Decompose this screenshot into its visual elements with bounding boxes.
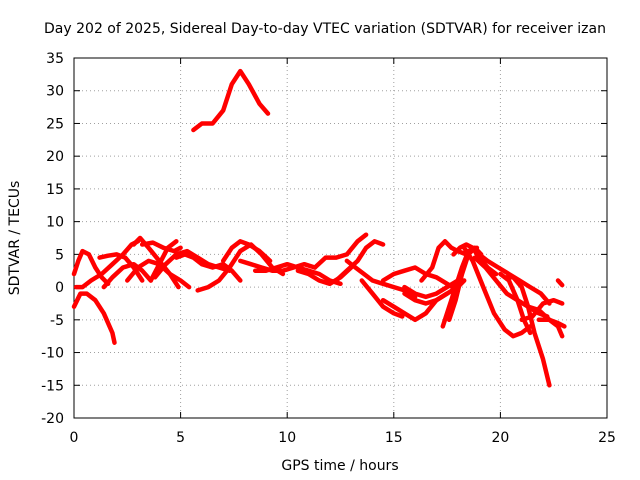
chart-title: Day 202 of 2025, Sidereal Day-to-day VTE… <box>44 21 606 37</box>
x-tick-label: 10 <box>278 430 296 446</box>
y-tick-label: 10 <box>46 215 64 231</box>
y-tick-label: 25 <box>46 116 64 132</box>
series-line-s29 <box>461 245 533 339</box>
series-line-s09 <box>148 239 179 283</box>
series-line-s02 <box>71 248 111 287</box>
y-tick-label: -10 <box>41 346 64 362</box>
y-tick-label: 15 <box>46 182 64 198</box>
series-line-s18 <box>333 239 386 283</box>
series-line-s19 <box>344 258 418 300</box>
y-axis-label: SDTVAR / TECUs <box>7 181 23 296</box>
x-tick-label: 25 <box>598 430 616 446</box>
x-tick-label: 0 <box>70 430 79 446</box>
series-line-s03 <box>73 239 141 290</box>
y-tick-label: -5 <box>50 313 64 329</box>
axis-ticks: 0 5 10 15 20 25 -20 -15 -10 -5 0 5 10 15 20 25 30 35 <box>41 51 616 446</box>
y-tick-label: 20 <box>46 149 64 165</box>
y-tick-label: -15 <box>41 378 64 394</box>
series-line-s37 <box>555 278 565 288</box>
x-tick-label: 20 <box>491 430 509 446</box>
x-axis-label: GPS time / hours <box>281 458 398 474</box>
series-line-s17 <box>312 232 369 270</box>
series-line-s12 <box>195 242 286 293</box>
series-line-s22 <box>380 265 461 293</box>
series-line-s13 <box>220 239 273 264</box>
series-line-s14 <box>238 258 318 273</box>
grid-lines <box>74 58 607 418</box>
plot-frame <box>73 57 608 419</box>
series-line-s20 <box>359 278 405 319</box>
x-tick-label: 15 <box>385 430 403 446</box>
y-tick-label: 0 <box>55 280 64 296</box>
data-series <box>71 68 567 388</box>
series-line-s23 <box>402 278 461 300</box>
series-line-s34 <box>519 297 565 323</box>
series-line-s08 <box>139 240 183 254</box>
y-tick-label: -20 <box>41 411 64 427</box>
series-line-s38 <box>191 68 271 133</box>
series-line-s05 <box>101 261 154 290</box>
series-line-s01 <box>71 291 117 345</box>
x-tick-label: 5 <box>176 430 185 446</box>
series-line-s15 <box>252 261 343 287</box>
y-tick-label: 5 <box>55 247 64 263</box>
y-tick-label: 35 <box>46 51 64 67</box>
y-tick-label: 30 <box>46 84 64 100</box>
series-line-s36 <box>536 317 567 329</box>
